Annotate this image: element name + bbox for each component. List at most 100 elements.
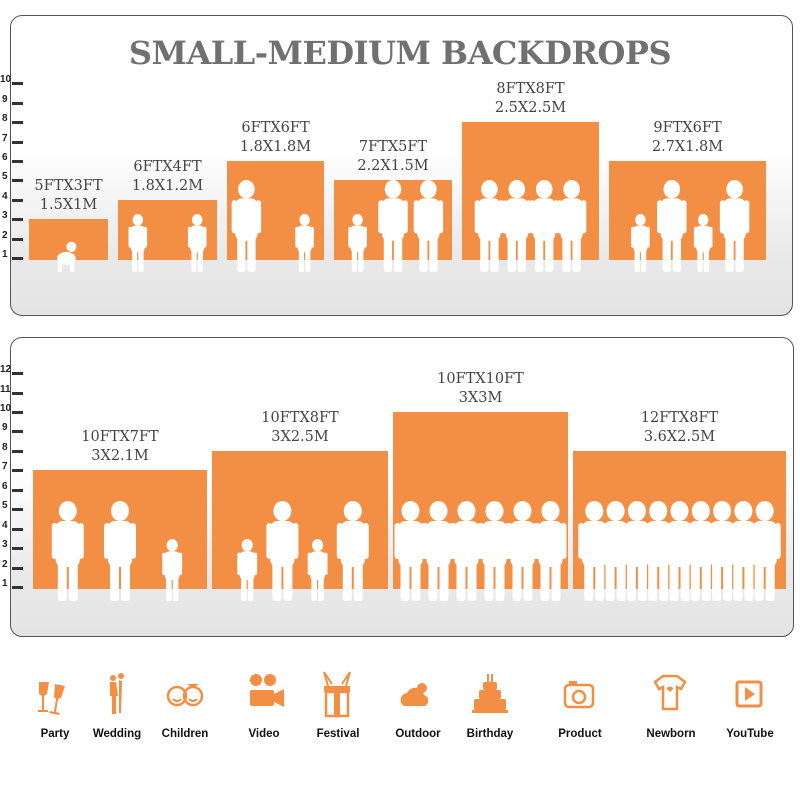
gift-box-icon	[323, 671, 351, 718]
axis-tick-label: 9	[2, 422, 8, 434]
axis-tick-mark	[12, 160, 23, 163]
axis-tick-mark	[12, 237, 23, 241]
size-meters: 2.7X1.8M	[651, 139, 724, 155]
backdrop-size-label: 8FTX8FT 2.5X2.5M	[442, 80, 619, 118]
use-label: Outdoor	[395, 728, 441, 740]
size-meters: 1.8X1.8M	[239, 139, 312, 155]
use-children: Children	[145, 666, 225, 740]
backdrop-bar	[462, 122, 599, 260]
size-feet: 7FTX5FT	[358, 139, 428, 156]
use-wedding: Wedding	[77, 666, 157, 740]
use-product: Product	[540, 666, 620, 740]
size-feet: 10FTX8FT	[261, 409, 339, 426]
birthday-cake-icon	[472, 674, 508, 713]
axis-tick-mark	[12, 586, 23, 589]
size-feet: 8FTX8FT	[496, 81, 565, 98]
axis-tick-label: 8	[2, 441, 8, 453]
size-meters: 3X2.1M	[91, 448, 149, 465]
use-birthday: Birthday	[450, 666, 530, 740]
axis-tick-label: 6	[2, 152, 8, 163]
axis-tick-label: 3	[2, 210, 8, 222]
page-title: SMALL-MEDIUM BACKDROPS	[128, 34, 672, 72]
use-outdoor: Outdoor	[378, 666, 458, 740]
axis-tick-label: 2	[2, 558, 8, 570]
axis-tick-mark	[12, 140, 23, 144]
size-feet: 12FTX8FT	[640, 409, 719, 426]
backdrop-size-label: 7FTX5FT 2.2X1.5M	[314, 138, 472, 176]
axis-tick-mark	[12, 488, 23, 492]
backdrop-size-label: 5FTX3FT 1.5X1M	[9, 177, 128, 215]
axis-tick-label: 10	[0, 402, 12, 414]
size-feet: 5FTX3FT	[34, 178, 103, 195]
size-meters: 3X2.5M	[271, 428, 329, 445]
axis-tick-label: 7	[2, 132, 8, 144]
backdrop-bar	[29, 219, 108, 260]
axis-tick-mark	[12, 257, 23, 260]
axis-tick-mark	[12, 101, 23, 105]
size-feet: 10FTX7FT	[81, 429, 159, 446]
backdrop-bar	[33, 470, 207, 589]
axis-tick-mark	[12, 121, 23, 125]
backdrop-bar	[118, 199, 217, 260]
axis-tick-mark	[12, 372, 23, 376]
play-button-icon	[735, 680, 763, 708]
use-party: Party	[15, 666, 95, 740]
size-meters: 1.5X1M	[39, 197, 98, 214]
baby-onesie-icon	[653, 674, 687, 711]
axis-tick-mark	[12, 82, 23, 86]
size-feet: 9FTX6FT	[653, 120, 722, 136]
axis-tick-label: 5	[2, 171, 8, 183]
size-meters: 3.6X2.5M	[643, 428, 716, 445]
use-label: Product	[558, 728, 602, 740]
size-feet: 10FTX10FT	[437, 370, 524, 387]
camera-icon	[563, 681, 595, 709]
axis-tick-label: 3	[2, 539, 8, 551]
use-video: Video	[224, 666, 304, 740]
axis-tick-label: 11	[0, 383, 11, 395]
axis-tick-label: 4	[2, 190, 8, 202]
backdrop-size-label: 6FTX4FT 1.8X1.2M	[98, 158, 237, 196]
axis-tick-mark	[12, 527, 23, 531]
backdrop-bar	[573, 450, 786, 589]
use-label: Children	[161, 728, 209, 740]
axis-tick-label: 8	[2, 113, 8, 125]
wedding-couple-icon	[110, 673, 124, 714]
axis-tick-label: 10	[0, 74, 12, 86]
axis-tick-mark	[12, 469, 23, 473]
backdrop-bar	[334, 180, 452, 260]
cloud-icon	[400, 683, 429, 706]
use-label: Video	[248, 728, 280, 740]
size-feet: 6FTX4FT	[133, 158, 202, 175]
size-meters: 3X3M	[458, 389, 503, 406]
size-meters: 2.2X1.5M	[357, 158, 429, 175]
use-label: Wedding	[92, 728, 142, 740]
backdrop-bar	[212, 450, 388, 589]
axis-tick-mark	[12, 449, 23, 453]
axis-tick-label: 4	[2, 519, 8, 531]
use-youtube: YouTube	[710, 666, 790, 740]
use-label: Newborn	[646, 728, 696, 740]
use-newborn: Newborn	[631, 666, 711, 740]
children-faces-icon	[166, 684, 204, 707]
use-label: Festival	[316, 728, 360, 740]
film-camera-icon	[250, 674, 284, 707]
axis-tick-mark	[12, 566, 23, 570]
backdrop-bar	[609, 161, 766, 260]
axis-tick-label: 6	[2, 480, 8, 492]
axis-tick-mark	[12, 391, 23, 395]
backdrop-size-label: 10FTX10FT 3X3M	[373, 370, 588, 408]
axis-tick-mark	[12, 547, 23, 551]
backdrop-size-label: 10FTX7FT 3X2.1M	[13, 428, 227, 466]
use-label: Party	[40, 728, 70, 740]
backdrop-bar	[393, 411, 568, 589]
use-label: Birthday	[466, 728, 514, 740]
backdrop-size-label: 10FTX8FT 3X2.5M	[192, 409, 408, 447]
backdrop-size-label: 6FTX6FT 1.8X1.8M	[207, 119, 344, 157]
axis-tick-label: 2	[2, 229, 8, 241]
axis-tick-mark	[12, 430, 23, 434]
use-label: YouTube	[726, 728, 774, 740]
backdrop-size-label: 9FTX6FT 2.7X1.8M	[589, 119, 786, 157]
use-festival: Festival	[298, 666, 378, 740]
axis-tick-label: 1	[2, 249, 8, 260]
axis-tick-label: 1	[2, 578, 8, 589]
